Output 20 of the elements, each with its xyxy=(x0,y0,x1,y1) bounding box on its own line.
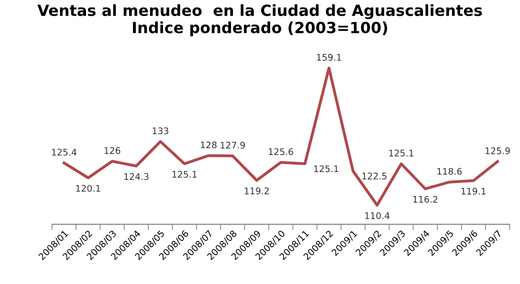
data-label: 125.4 xyxy=(52,148,76,156)
data-label: 125.1 xyxy=(172,170,197,178)
data-label: 125.1 xyxy=(389,150,414,156)
data-label: 110.4 xyxy=(365,212,390,220)
data-label: 126 xyxy=(104,147,120,154)
data-label: 119.2 xyxy=(244,187,269,194)
data-label: 133 xyxy=(152,127,168,134)
data-label: 116.2 xyxy=(413,196,438,203)
data-label: 125.1 xyxy=(314,165,338,172)
data-label: 159.1 xyxy=(317,54,342,61)
data-label: 128 xyxy=(200,141,217,148)
data-label: 124.3 xyxy=(124,173,148,180)
data-label: 125.6 xyxy=(268,148,294,156)
data-label: 125.9 xyxy=(486,147,510,154)
data-label: 127.9 xyxy=(220,142,245,149)
chart-title: Ventas al menudeo en la Ciudad de Aguascalientes Indice ponderado (2003=100) xyxy=(37,4,482,36)
data-label: 119.1 xyxy=(462,188,486,195)
data-label: 122.5 xyxy=(362,172,386,180)
data-label: 120.1 xyxy=(76,184,100,192)
data-label: 118.6 xyxy=(437,168,462,175)
